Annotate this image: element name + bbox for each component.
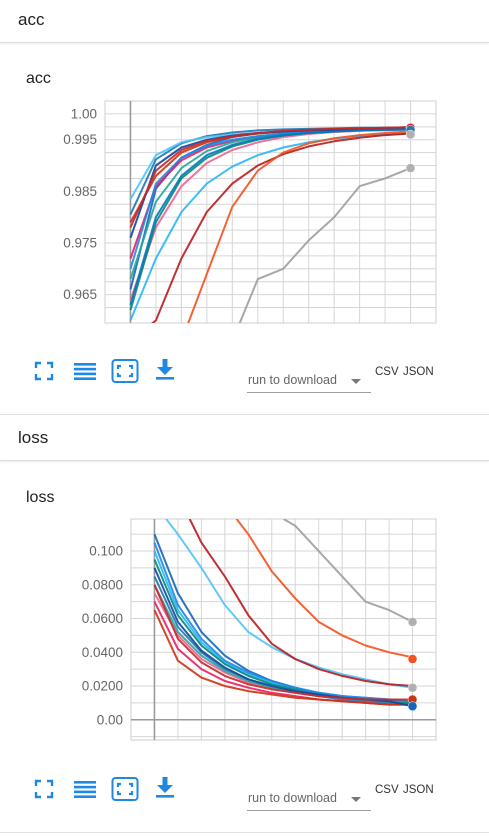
series-line-13 [153, 584, 413, 701]
download-csv-link[interactable]: CSV [375, 366, 399, 378]
x-tick-label: 8.000 [325, 748, 359, 750]
series-end-marker-0 [407, 617, 418, 627]
y-tick-label: 0.995 [63, 132, 97, 147]
x-tick-label: 2.000 [164, 331, 198, 332]
y-tick-label: 0.100 [89, 544, 123, 559]
fit-to-data-icon[interactable] [111, 776, 139, 802]
x-tick-label: 6.000 [266, 331, 300, 332]
series-line-15 [238, 167, 411, 323]
series-line-8 [129, 126, 411, 223]
download-json-link[interactable]: JSON [403, 784, 434, 796]
x-tick-label: 6.000 [278, 748, 312, 750]
run-to-download-select[interactable]: run to download [247, 784, 371, 811]
x-tick-label: 0.000 [138, 748, 172, 750]
section-header-loss[interactable]: loss [0, 418, 489, 461]
series-line-9 [188, 519, 413, 687]
toggle-log-scale-icon[interactable] [72, 358, 98, 384]
series-line-2 [165, 519, 413, 689]
series-line-14 [129, 128, 411, 306]
chevron-down-icon [351, 797, 361, 802]
series-end-marker-3 [405, 129, 416, 140]
x-tick-label: 4.000 [215, 331, 249, 332]
x-tick-label: 10.00 [368, 331, 402, 332]
x-tick-label: 2.000 [184, 748, 218, 750]
y-tick-label: 0.975 [63, 235, 97, 250]
series-line-10 [235, 519, 413, 659]
download-icon[interactable] [152, 356, 178, 382]
acc-chart[interactable]: 1.00 0.995 0.985 0.975 0.965 0.000 2.000 4.000 6… [0, 92, 489, 332]
fit-domain-icon[interactable] [31, 358, 57, 384]
section-header-acc[interactable]: acc [0, 0, 489, 43]
toggle-log-scale-icon[interactable] [72, 776, 98, 802]
series-end-marker-2 [407, 682, 418, 693]
section-header-label: loss [18, 428, 49, 447]
card-title-acc: acc [26, 70, 51, 87]
y-tick-label: 0.0200 [82, 679, 123, 694]
x-tick-label: 0.000 [114, 331, 148, 332]
series-group [129, 126, 411, 323]
acc-toolbar: run to download CSV JSON [0, 352, 489, 402]
loss-toolbar: run to download CSV JSON [0, 770, 489, 820]
section-divider [0, 832, 489, 833]
download-csv-link[interactable]: CSV [375, 784, 399, 796]
y-tick-label: 0.0400 [82, 645, 123, 660]
series-line-11 [153, 542, 413, 703]
download-json-link[interactable]: JSON [403, 366, 434, 378]
series-end-marker-4 [407, 701, 418, 712]
y-tick-label: 0.0800 [82, 577, 123, 592]
chevron-down-icon [351, 379, 361, 384]
series-line-10 [187, 130, 411, 323]
section-header-label: acc [18, 10, 45, 29]
card-title-loss: loss [26, 489, 55, 506]
y-tick-label: 0.985 [63, 184, 97, 199]
plot-frame [104, 100, 437, 324]
loss-chart[interactable]: 0.100 0.0800 0.0600 0.0400 0.0200 0.00 0.000 2.… [0, 510, 489, 750]
series-group [153, 519, 413, 708]
fit-domain-icon[interactable] [31, 776, 57, 802]
x-tick-label: 8.000 [317, 331, 351, 332]
run-to-download-select[interactable]: run to download [247, 366, 371, 393]
series-line-9 [151, 132, 411, 323]
run-select-label: run to download [248, 791, 337, 805]
series-line-14 [283, 519, 413, 623]
series-line-3 [129, 132, 411, 321]
series-end-marker-4 [405, 163, 416, 173]
y-tick-label: 1.00 [71, 106, 97, 121]
download-icon[interactable] [152, 774, 178, 800]
x-tick-label: 10.00 [372, 748, 406, 750]
series-end-marker-1 [407, 654, 418, 664]
run-select-label: run to download [248, 373, 337, 387]
y-tick-label: 0.0600 [82, 611, 123, 626]
section-divider [0, 414, 489, 415]
series-line-8 [153, 609, 413, 706]
y-tick-label: 0.965 [63, 287, 97, 302]
x-tick-label: 4.000 [231, 748, 265, 750]
y-tick-label: 0.00 [97, 712, 123, 727]
fit-to-data-icon[interactable] [111, 358, 139, 384]
series-line-13 [129, 126, 411, 228]
